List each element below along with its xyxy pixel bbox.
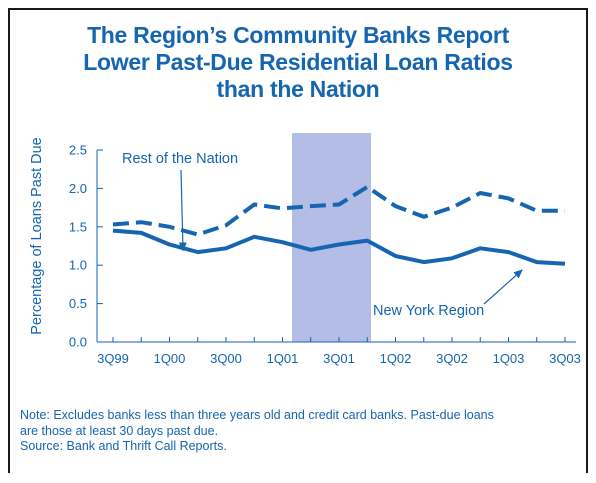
x-tick-label: 3Q01	[323, 351, 355, 366]
x-tick-label: 3Q00	[210, 351, 242, 366]
x-tick-label: 1Q02	[380, 351, 412, 366]
annotation-arrow-rest-of-nation	[178, 169, 187, 252]
chart-title-line-1: The Region’s Community Banks Report	[87, 22, 509, 48]
frame-right-border	[586, 8, 588, 473]
x-tick-label: 3Q03	[549, 351, 581, 366]
x-tick-label: 1Q01	[267, 351, 299, 366]
frame-left-border	[8, 8, 10, 473]
frame-top-border	[8, 8, 588, 10]
chart-title: The Region’s Community Banks Report Lowe…	[20, 22, 576, 103]
footnote-line-2: are those at least 30 days past due.	[20, 423, 219, 438]
annotation-layer: Rest of the Nation New York Region	[122, 151, 523, 319]
footnote-line-1: Note: Excludes banks less than three yea…	[20, 408, 494, 422]
y-tick-label: 2.0	[69, 181, 87, 196]
annotation-arrow-new-york-region	[483, 269, 523, 305]
y-tick-label: 2.5	[69, 143, 87, 158]
y-tick-label: 0.5	[69, 296, 87, 311]
shade-layer	[292, 133, 371, 342]
y-axis-title: Percentage of Loans Past Due	[29, 137, 45, 335]
x-tick-label: 3Q99	[97, 351, 129, 366]
chart-footnote: Note: Excludes banks less than three yea…	[20, 408, 580, 455]
y-tick-label: 0.0	[69, 335, 87, 350]
x-tick-label: 1Q03	[493, 351, 525, 366]
x-tick-label: 1Q00	[154, 351, 186, 366]
recession-shading	[292, 133, 371, 342]
x-tick-label: 3Q02	[436, 351, 468, 366]
y-tick-label: 1.0	[69, 258, 87, 273]
y-tick-label: 1.5	[69, 219, 87, 234]
annotation-rest-of-nation: Rest of the Nation	[122, 151, 238, 167]
chart-title-line-3: than the Nation	[216, 76, 380, 102]
chart-title-line-2: Lower Past-Due Residential Loan Ratios	[83, 49, 513, 75]
annotation-new-york-region: New York Region	[373, 303, 484, 319]
series-layer	[112, 184, 566, 266]
axis-layer: 0.0 0.5 1.0 1.5 2.0 2.5 3Q99 1Q00 3Q00 1Q01 3Q01 1Q…	[29, 137, 581, 366]
footnote-line-3: Source: Bank and Thrift Call Reports.	[20, 439, 227, 453]
